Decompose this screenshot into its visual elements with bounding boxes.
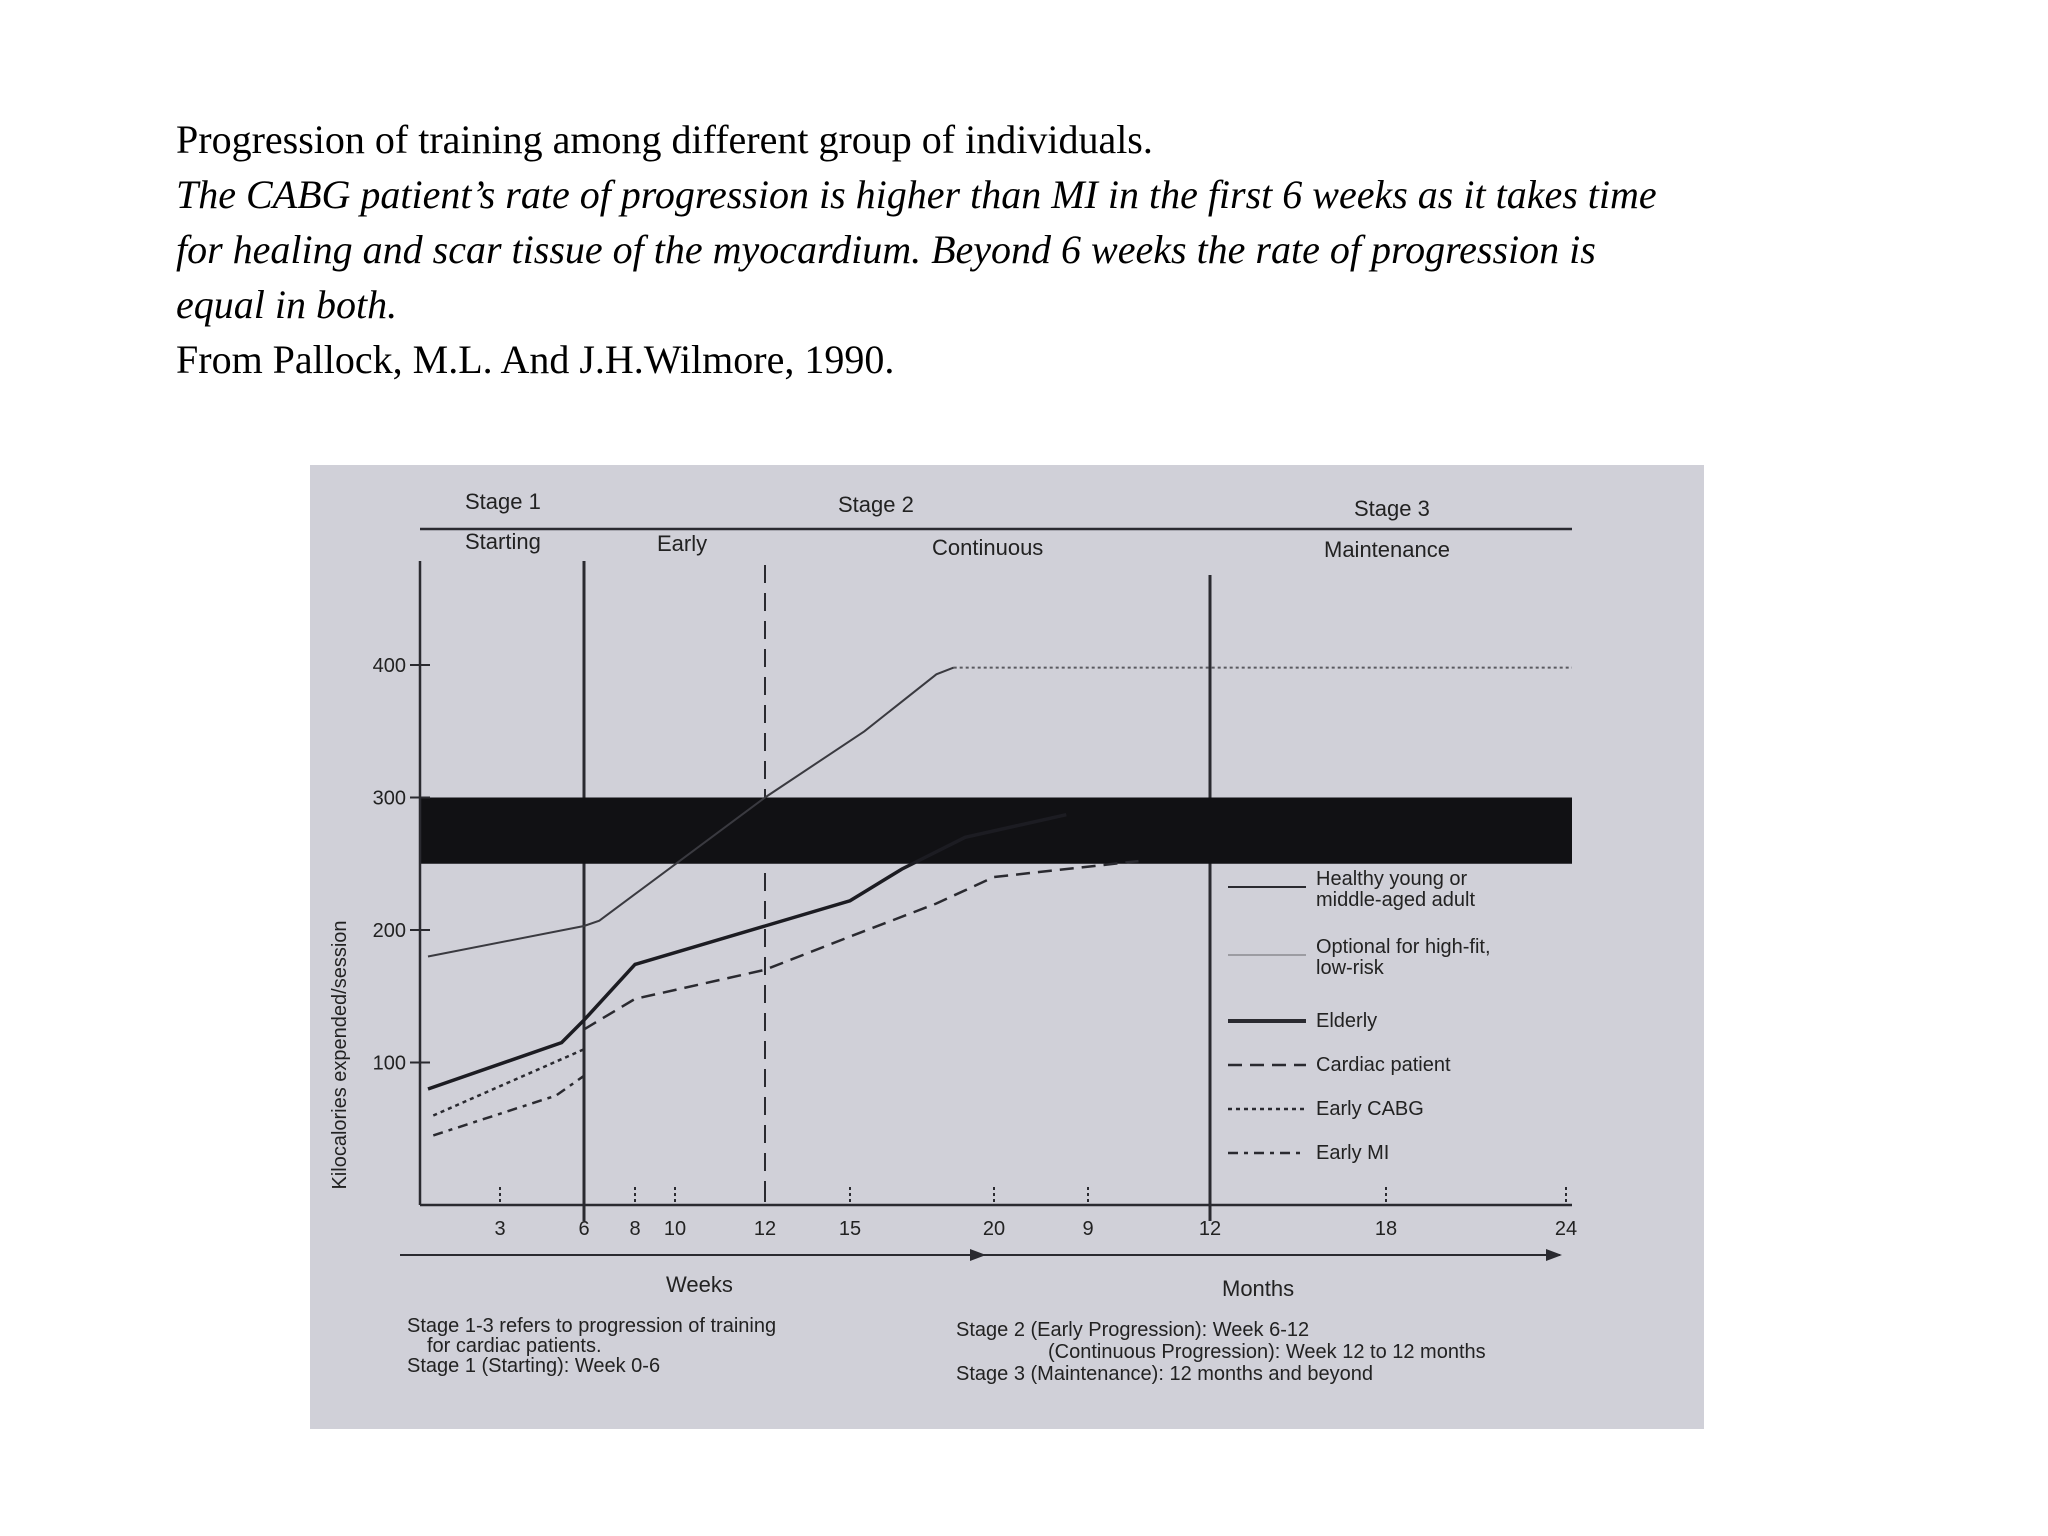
training-progression-chart: Stage 1 Starting Early Stage 2 Continuou…	[310, 465, 1704, 1429]
legend-label-early-mi: Early MI	[1316, 1142, 1389, 1164]
arrow-head-months	[1546, 1249, 1562, 1261]
x-tick-label: 12	[1199, 1218, 1221, 1240]
caption-description-line-2: for healing and scar tissue of the myoca…	[176, 227, 1596, 272]
x-axis-label-weeks: Weeks	[666, 1272, 733, 1297]
stage-3-maintenance-label: Maintenance	[1324, 537, 1450, 562]
x-tick-group: 3 6 8 10 12 15 20 9 12 18 24	[494, 1187, 1577, 1240]
stage-1-early-label: Early	[657, 531, 707, 556]
stage-2-label: Stage 2	[838, 492, 914, 517]
y-tick-label: 300	[373, 788, 406, 810]
y-tick-label: 400	[373, 655, 406, 677]
series-line-4	[432, 1048, 585, 1117]
legend: Healthy young or middle-aged adult Optio…	[1228, 868, 1491, 1164]
y-tick-group: 100 200 300 400	[373, 655, 430, 1075]
x-tick-label: 10	[664, 1218, 686, 1240]
note-left-2: for cardiac patients.	[427, 1335, 602, 1357]
figure-photo: Stage 1 Starting Early Stage 2 Continuou…	[310, 465, 1704, 1429]
caption-description-line-3: equal in both.	[176, 282, 398, 327]
stage-notes: Stage 1-3 refers to progression of train…	[407, 1315, 1486, 1385]
series-line-0	[427, 666, 955, 958]
note-left-1: Stage 1-3 refers to progression of train…	[407, 1315, 776, 1337]
panel-background	[310, 465, 1704, 1429]
y-tick-label: 200	[373, 920, 406, 942]
series-layer	[427, 666, 1572, 1137]
series-line-5	[432, 1074, 585, 1137]
arrow-head-weeks	[970, 1249, 986, 1261]
legend-label-early-cabg: Early CABG	[1316, 1098, 1424, 1120]
x-tick-label: 12	[754, 1218, 776, 1240]
y-axis-label: Kilocalories expended/session	[329, 920, 351, 1189]
x-tick-label: 24	[1555, 1218, 1577, 1240]
caption: Progression of training among different …	[176, 112, 1976, 387]
x-tick-label: 8	[629, 1218, 640, 1240]
x-tick-label: 9	[1082, 1218, 1093, 1240]
x-tick-label: 20	[983, 1218, 1005, 1240]
note-left-3: Stage 1 (Starting): Week 0-6	[407, 1355, 660, 1377]
x-tick-label: 3	[494, 1218, 505, 1240]
y-tick-label: 100	[373, 1053, 406, 1075]
caption-title: Progression of training among different …	[176, 117, 1153, 162]
note-right-1: Stage 2 (Early Progression): Week 6-12	[956, 1319, 1309, 1341]
legend-label-elderly: Elderly	[1316, 1010, 1377, 1032]
x-tick-label: 15	[839, 1218, 861, 1240]
stage-1-starting-label: Starting	[465, 529, 541, 554]
caption-source: From Pallock, M.L. And J.H.Wilmore, 1990…	[176, 337, 895, 382]
legend-label-healthy-2: middle-aged adult	[1316, 889, 1475, 911]
legend-label-high-fit: Optional for high-fit,	[1316, 936, 1491, 958]
stage-3-label: Stage 3	[1354, 496, 1430, 521]
legend-label-high-fit-2: low-risk	[1316, 957, 1385, 979]
note-right-2: (Continuous Progression): Week 12 to 12 …	[1048, 1341, 1486, 1363]
x-tick-label: 6	[578, 1218, 589, 1240]
caption-description-line-1: The CABG patient’s rate of progression i…	[176, 172, 1657, 217]
legend-label-healthy: Healthy young or	[1316, 868, 1468, 890]
stage-2-continuous-label: Continuous	[932, 535, 1043, 560]
series-line-2	[427, 812, 1067, 1091]
x-tick-label: 18	[1375, 1218, 1397, 1240]
stage-1-label: Stage 1	[465, 489, 541, 514]
note-right-3: Stage 3 (Maintenance): 12 months and bey…	[956, 1363, 1373, 1385]
legend-label-cardiac: Cardiac patient	[1316, 1054, 1451, 1076]
x-axis-label-months: Months	[1222, 1276, 1294, 1301]
